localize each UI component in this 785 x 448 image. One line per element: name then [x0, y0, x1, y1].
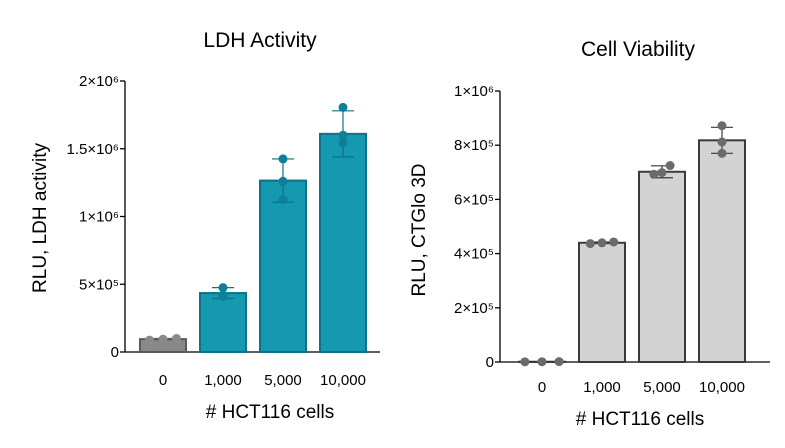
ldh-data-point — [338, 130, 348, 140]
viability-data-point — [585, 239, 595, 249]
ldh-y-tick-label: 1×10⁶ — [79, 209, 119, 226]
viability-data-point — [717, 121, 727, 131]
ldh-activity-panel: LDH Activity # HCT116 cells RLU, LDH act… — [30, 29, 380, 423]
viability-data-point — [717, 137, 727, 147]
ldh-y-tick-label: 1.5×10⁶ — [67, 141, 119, 158]
ldh-y-axis-label: RLU, LDH activity — [30, 143, 51, 293]
viability-data-point — [717, 148, 727, 158]
viability-bar — [578, 241, 626, 363]
viability-data-point — [665, 161, 675, 171]
ldh-y-tick-label: 5×10⁵ — [79, 276, 119, 293]
viability-x-tick-label: 1,000 — [583, 379, 621, 396]
viability-x-tick-label: 10,000 — [699, 379, 745, 396]
ldh-data-point — [218, 290, 228, 300]
ldh-data-point — [278, 176, 288, 186]
viability-data-point — [649, 169, 659, 179]
ldh-x-tick-label: 1,000 — [204, 372, 242, 389]
viability-bar — [698, 139, 746, 363]
viability-data-point — [520, 357, 530, 367]
viability-y-tick-label: 8×10⁵ — [454, 137, 494, 154]
ldh-data-point — [338, 102, 348, 112]
viability-x-tick-label: 5,000 — [643, 379, 681, 396]
ldh-data-point — [338, 138, 348, 148]
viability-y-tick-label: 2×10⁵ — [454, 300, 494, 317]
viability-data-point — [554, 357, 564, 367]
viability-y-tick-label: 0 — [486, 354, 494, 371]
ldh-x-tick-label: 5,000 — [264, 372, 302, 389]
viability-y-axis-label: RLU, CTGlo 3D — [409, 163, 430, 296]
ldh-bar — [319, 132, 367, 353]
viability-bar — [638, 170, 686, 363]
viability-y-tick-label: 6×10⁵ — [454, 191, 494, 208]
ldh-data-point — [172, 333, 181, 343]
cell-viability-panel: Cell Viability # HCT116 cells RLU, CTGlo… — [409, 38, 770, 430]
ldh-data-point — [218, 283, 228, 293]
viability-x-tick-label: 0 — [538, 379, 546, 396]
ldh-data-point — [278, 154, 288, 164]
viability-y-tick-label: 4×10⁵ — [454, 246, 494, 263]
ldh-data-point — [145, 335, 154, 345]
viability-data-point — [537, 357, 547, 367]
ldh-y-tick-label: 0 — [111, 344, 119, 361]
ldh-chart-title: LDH Activity — [203, 29, 317, 52]
ldh-bar — [199, 292, 247, 353]
viability-y-tick-label: 1×10⁶ — [454, 83, 494, 100]
ldh-x-axis-label: # HCT116 cells — [206, 402, 334, 423]
ldh-bar — [259, 179, 307, 353]
viability-data-point — [597, 238, 607, 248]
ldh-data-point — [158, 334, 168, 344]
viability-x-axis-label: # HCT116 cells — [576, 409, 704, 430]
viability-data-point — [657, 168, 667, 178]
viability-chart-title: Cell Viability — [581, 38, 695, 61]
ldh-y-tick-label: 2×10⁶ — [79, 73, 119, 90]
ldh-x-tick-label: 10,000 — [320, 372, 366, 389]
ldh-data-point — [278, 195, 288, 205]
ldh-x-tick-label: 0 — [159, 372, 167, 389]
viability-data-point — [609, 237, 619, 247]
